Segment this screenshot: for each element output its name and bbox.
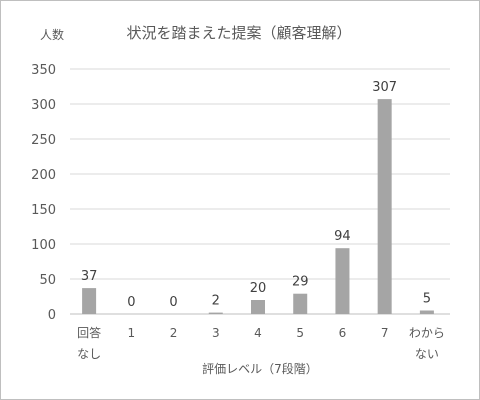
- bar: [419, 310, 434, 314]
- bar: [377, 99, 392, 314]
- bar: [293, 293, 308, 314]
- data-label: 29: [292, 275, 309, 290]
- y-tick-label: 300: [31, 98, 56, 113]
- x-tick-label: 3: [212, 326, 220, 340]
- y-tick-label: 350: [31, 63, 56, 78]
- data-label: 0: [169, 295, 177, 310]
- y-axis-label: 人数: [40, 28, 65, 42]
- x-tick-label: 2: [170, 326, 178, 340]
- y-tick-label: 50: [39, 273, 56, 288]
- x-tick-label: 7: [381, 326, 389, 340]
- x-tick-label: 5: [296, 326, 304, 340]
- chart-title: 状況を踏まえた提案（顧客理解）: [126, 24, 352, 42]
- y-tick-label: 0: [48, 308, 56, 323]
- x-tick-label: ない: [415, 347, 439, 361]
- bar: [208, 312, 223, 314]
- x-tick-label: なし: [77, 347, 101, 361]
- x-tick-label: わから: [409, 326, 445, 340]
- x-tick-label: 1: [128, 326, 136, 340]
- data-label: 2: [212, 294, 220, 309]
- y-tick-label: 150: [31, 203, 56, 218]
- x-tick-label: 回答: [77, 325, 101, 340]
- y-tick-label: 200: [31, 168, 56, 183]
- data-label: 20: [250, 281, 267, 296]
- bar: [251, 300, 265, 314]
- data-label: 0: [127, 295, 135, 310]
- data-label: 37: [81, 269, 98, 284]
- x-tick-label: 6: [339, 326, 347, 340]
- y-tick-label: 100: [31, 238, 56, 253]
- bar: [82, 288, 97, 314]
- x-axis-label: 評価レベル（7段階）: [202, 362, 318, 376]
- bar: [335, 248, 350, 314]
- y-tick-label: 250: [31, 133, 56, 148]
- data-label: 5: [423, 292, 431, 307]
- data-label: 307: [372, 80, 397, 95]
- data-label: 94: [334, 229, 351, 244]
- x-tick-label: 4: [254, 326, 262, 340]
